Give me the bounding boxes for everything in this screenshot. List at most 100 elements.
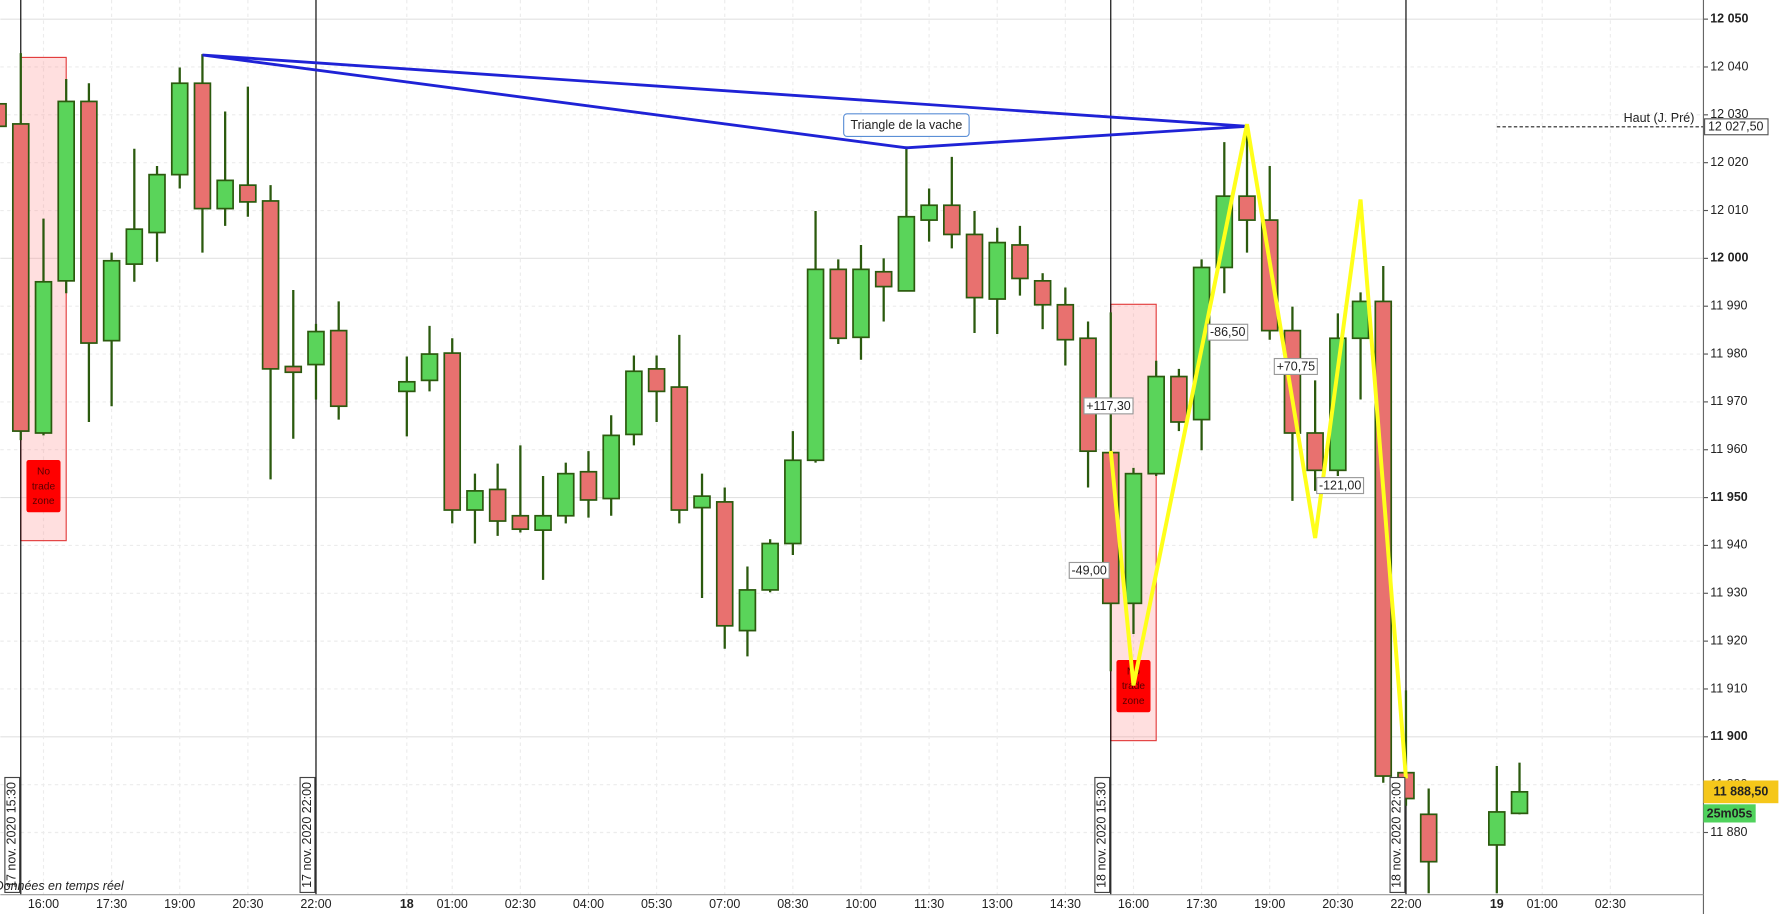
y-tick-label: 12 030	[1710, 107, 1748, 121]
candle-body	[1079, 337, 1097, 453]
candle-body	[943, 204, 961, 236]
triangle-label: Triangle de la vache	[850, 118, 962, 132]
no-trade-label: No trade zone	[31, 465, 56, 506]
y-tick-label: 11 880	[1710, 825, 1747, 839]
y-tick-label: 11 980	[1710, 346, 1747, 360]
session-label-box	[4, 776, 21, 893]
candle-body	[1238, 195, 1256, 221]
reference-value: 12 027,50	[1708, 120, 1764, 134]
candle-body	[1147, 375, 1165, 475]
candle-body	[443, 352, 462, 511]
x-tick-label: 02:30	[505, 897, 536, 911]
candle-body	[11, 123, 30, 432]
y-tick-label: 11 900	[1710, 729, 1748, 743]
x-tick-label: 19:00	[164, 897, 195, 911]
swing-label-box	[1207, 323, 1249, 341]
session-label-box	[1094, 776, 1111, 893]
x-tick-label: 13:00	[982, 897, 1013, 911]
candle-body	[874, 270, 893, 288]
candle-body	[284, 365, 303, 374]
no-trade-badge	[1116, 660, 1151, 713]
y-tick-label: 12 000	[1710, 251, 1748, 265]
candle-body	[738, 589, 757, 632]
candle-body	[329, 329, 348, 408]
y-tick-label: 11 950	[1710, 490, 1748, 504]
candle-body	[80, 100, 98, 344]
y-tick-label: 11 960	[1710, 442, 1747, 456]
candle-body	[466, 490, 484, 511]
candle-body	[579, 470, 598, 501]
x-tick-label: 16:00	[1118, 897, 1149, 911]
x-tick-label: 22:00	[1390, 897, 1421, 911]
candle-body	[1306, 432, 1324, 472]
triangle-label-box	[843, 113, 970, 138]
x-tick-label: 07:00	[709, 897, 740, 911]
y-tick-label: 11 940	[1710, 538, 1747, 552]
session-label: 18 nov. 2020 22:00	[1390, 782, 1404, 888]
swing-label: +117,30	[1086, 399, 1131, 413]
candle-body	[534, 514, 552, 531]
swing-label: -49,00	[1072, 563, 1107, 577]
candle-body	[420, 353, 439, 382]
y-tick-label: 11 920	[1710, 633, 1747, 647]
swing-label-box	[1316, 477, 1365, 495]
candle-body	[1283, 329, 1302, 434]
x-tick-label: 17:30	[1186, 897, 1217, 911]
candle-body	[829, 268, 848, 340]
x-tick-label: 01:00	[437, 897, 468, 911]
session-label-box	[1389, 776, 1406, 893]
session-label: 17 nov. 2020 22:00	[300, 782, 314, 888]
swing-label: -86,50	[1210, 325, 1245, 339]
x-tick-label: 01:00	[1527, 897, 1558, 911]
candle-body	[1170, 375, 1188, 423]
candle-body	[806, 268, 825, 462]
y-tick-label: 12 010	[1710, 203, 1748, 217]
swing-label-box	[1083, 397, 1134, 415]
session-label: 17 nov. 2020 15:30	[5, 782, 19, 888]
candle-body	[1329, 337, 1347, 472]
x-tick-label: 17:30	[96, 897, 127, 911]
candle-body	[307, 330, 325, 366]
x-tick-label: 20:30	[1322, 897, 1353, 911]
timer-box	[1703, 804, 1756, 823]
candle-body	[1419, 813, 1438, 863]
no-trade-text: No trade zone	[31, 465, 56, 506]
swing-label: +70,75	[1277, 359, 1316, 373]
x-tick-label: 19:00	[1254, 897, 1285, 911]
candle-body	[488, 488, 507, 522]
x-tick-label: 05:30	[641, 897, 672, 911]
x-tick-label: 10:00	[845, 897, 876, 911]
candle-body	[1124, 472, 1143, 605]
candle-body	[170, 82, 189, 176]
candle-body	[715, 501, 734, 627]
zigzag	[1108, 123, 1408, 779]
x-tick-label: 16:00	[28, 897, 59, 911]
x-tick-label: 18	[400, 897, 414, 911]
candle-body	[1056, 303, 1075, 341]
reference-label: Haut (J. Pré)	[1624, 111, 1695, 125]
candle-body	[852, 268, 870, 339]
candle-body	[761, 542, 779, 591]
x-tick-label: 19	[1490, 897, 1504, 911]
candle-body	[261, 200, 280, 370]
candle-body	[57, 100, 75, 282]
candle-body	[897, 215, 916, 292]
x-tick-label: 04:00	[573, 897, 604, 911]
swing-label-box	[1273, 357, 1318, 376]
x-tick-label: 08:30	[777, 897, 808, 911]
candle-body	[511, 514, 530, 531]
candle-body	[920, 204, 938, 221]
candle-body	[647, 368, 666, 393]
y-tick-label: 11 930	[1710, 586, 1747, 600]
candle-body	[1033, 279, 1052, 306]
candle-body	[125, 228, 144, 265]
candle-body	[398, 380, 416, 393]
candle-body	[784, 459, 802, 545]
candle-body	[670, 386, 689, 511]
candle-body	[1351, 300, 1370, 340]
candle-body	[988, 241, 1007, 300]
timer: 25m05s	[1707, 806, 1753, 820]
